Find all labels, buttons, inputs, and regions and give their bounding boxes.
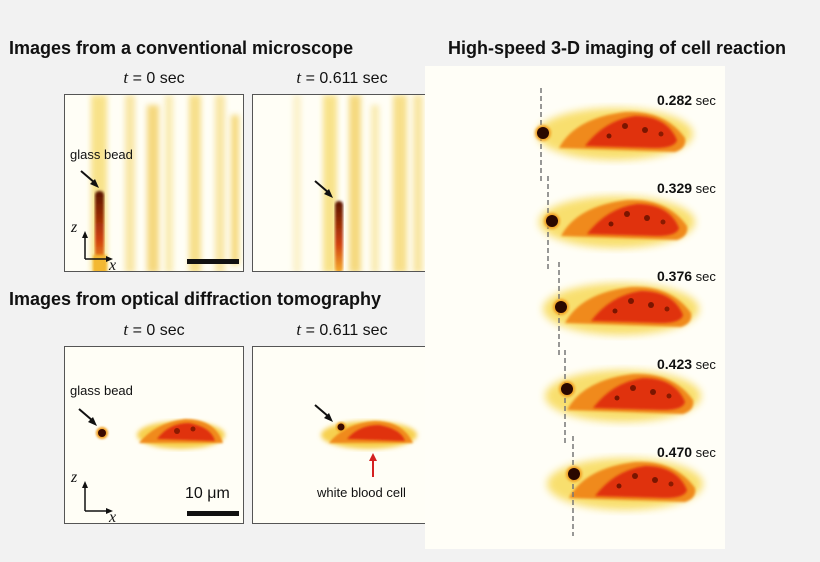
frame-1 [535,88,693,182]
frame-2 [539,176,695,270]
axis-z-label: z [71,219,78,236]
timeseries-panel: 0.282 sec 0.329 sec 0.376 sec 0.423 sec … [425,66,725,549]
frame-5 [547,436,703,536]
odt-image-t611 [314,404,417,477]
time-label-2: 0.329 sec [657,180,716,196]
arrow-glass-bead-2 [314,180,330,194]
time-label-bottom-left: t = 0 sec [123,320,185,339]
time-label-4: 0.423 sec [657,356,716,372]
conventional-image-t0 [80,95,239,271]
axis-x-label: x [109,257,117,272]
time-label-top-right: t = 0.611 sec [296,68,388,87]
conventional-panel-t0: glass bead z x [64,94,244,272]
time-label-top-left: t = 0 sec [123,68,185,87]
frame-4 [545,350,701,444]
label-glass-bead-top: glass bead [70,147,133,162]
axis-x-label-2: x [109,509,117,524]
left-top-heading: Images from a conventional microscope [9,38,354,58]
odt-panel-t611: white blood cell [252,346,432,524]
label-glass-bead-bottom: glass bead [70,383,133,398]
conventional-image-t611 [293,95,423,271]
scale-bar-label: 10 μm [185,485,230,502]
arrow-glass-bead [80,170,96,184]
axis-z-label-2: z [71,469,78,486]
time-label-3: 0.376 sec [657,268,716,284]
right-heading: High-speed 3-D imaging of cell reaction [448,38,787,58]
left-bottom-heading: Images from optical diffraction tomograp… [9,289,382,309]
conventional-panel-t611 [252,94,432,272]
odt-panel-t0: glass bead z x 10 μm [64,346,244,524]
odt-image-t0 [78,408,239,516]
scale-bar [187,259,239,264]
timeseries-image [535,88,725,536]
time-label-5: 0.470 sec [657,444,716,460]
label-white-blood-cell: white blood cell [317,485,406,500]
frame-3 [543,262,699,356]
time-label-bottom-right: t = 0.611 sec [296,320,388,339]
time-label-1: 0.282 sec [657,92,716,108]
